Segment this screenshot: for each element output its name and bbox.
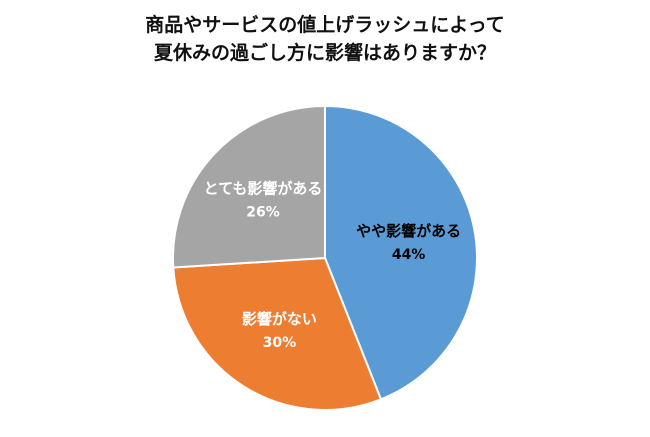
slice-percent-3: 26% — [246, 205, 280, 221]
chart-title-line2: 夏休みの過ごし方に影響はありますか？ — [153, 41, 496, 64]
slice-label-3: とても影響がある — [204, 180, 323, 198]
slice-percent-1: 44% — [392, 247, 426, 263]
slice-percent-2: 30% — [263, 335, 297, 351]
chart-title-line1: 商品やサービスの値上げラッシュによって — [145, 14, 505, 36]
pie-slice-1 — [324, 105, 478, 401]
pie-slice-3 — [172, 105, 326, 269]
slice-label-2: 影響がない — [242, 310, 317, 328]
pie-slice-2 — [172, 257, 382, 411]
chart-title: 商品やサービスの値上げラッシュによって 夏休みの過ごし方に影響はありますか？ — [0, 12, 650, 67]
slice-label-1: やや影響がある — [356, 222, 461, 240]
